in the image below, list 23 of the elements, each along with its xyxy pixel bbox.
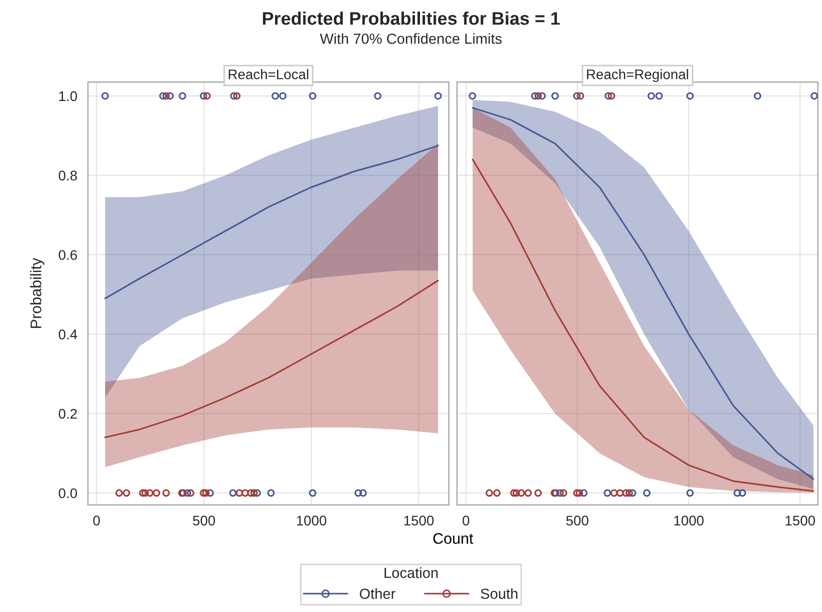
x-tick-label: 500 (566, 516, 588, 526)
y-tick-label: 0.2 (58, 408, 77, 419)
y-axis-title: Probability (30, 258, 44, 328)
y-tick-label: 0.0 (58, 488, 77, 498)
legend-label: South (480, 588, 518, 599)
chart-title: Predicted Probabilities for Bias = 1 (262, 12, 560, 25)
annotation: Reach=Regional (587, 69, 688, 82)
x-tick-label: 500 (192, 516, 215, 526)
y-tick-label: 0.4 (58, 329, 78, 340)
x-tick-label: 1500 (404, 516, 434, 526)
y-tick-label: 0.8 (58, 170, 77, 180)
x-tick-label: 1000 (674, 516, 704, 526)
y-tick-label: 1.0 (59, 91, 77, 102)
x-tick-label: 1500 (786, 516, 815, 526)
x-axis-title: Count (433, 533, 474, 544)
text: Reach=Local (228, 69, 308, 80)
legend-title: Location (384, 567, 438, 578)
legend-label: Other (360, 588, 396, 599)
chart-subtitle: With 70% Confidence Limits (320, 33, 502, 44)
y-tick-label: 0.6 (58, 250, 77, 260)
x-tick-label: 1000 (296, 516, 326, 526)
x-tick-label: 0 (93, 516, 100, 526)
x-tick-label: 0 (462, 516, 470, 526)
